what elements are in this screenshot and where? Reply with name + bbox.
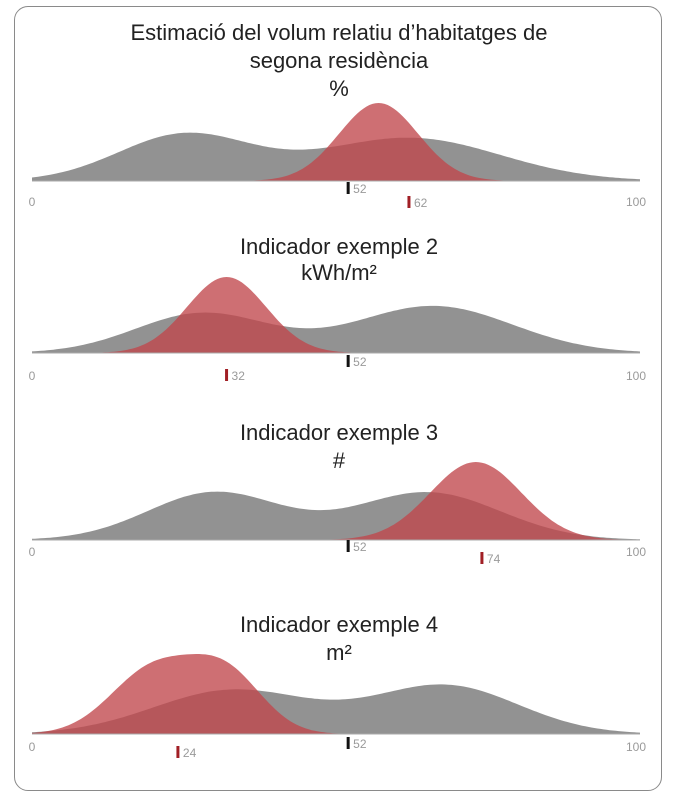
- axis-min-label: 0: [29, 545, 36, 559]
- selected-distribution-area: [32, 103, 640, 181]
- axis-max-label: 100: [626, 195, 646, 209]
- chart-title: Indicador exemple 3: [240, 420, 438, 445]
- axis-max-label: 100: [626, 740, 646, 754]
- reference-distribution-area: [32, 305, 640, 353]
- axis-max-label: 100: [626, 369, 646, 383]
- reference-marker: [346, 540, 350, 552]
- chart-title: segona residència: [250, 48, 429, 73]
- selected-distribution-area: [32, 277, 640, 353]
- selected-marker-label: 24: [183, 746, 197, 760]
- chart-panel-4: Indicador exemple 4 m² 0 100 52 24: [29, 612, 647, 760]
- axis-max-label: 100: [626, 545, 646, 559]
- chart-title: Estimació del volum relatiu d’habitatges…: [130, 20, 547, 45]
- chart-panel-3: Indicador exemple 3 #0 100 52 74: [29, 420, 647, 566]
- selected-marker: [176, 746, 180, 758]
- selected-distribution-area: [32, 462, 640, 540]
- reference-marker-label: 52: [353, 540, 367, 554]
- selected-distribution-area: [32, 654, 640, 734]
- chart-unit: m²: [326, 640, 352, 665]
- axis-min-label: 0: [29, 195, 36, 209]
- reference-marker-label: 52: [353, 355, 367, 369]
- selected-marker-label: 62: [414, 196, 428, 210]
- selected-marker-label: 32: [232, 369, 246, 383]
- reference-marker: [346, 355, 350, 367]
- selected-marker: [480, 552, 484, 564]
- chart-panel-1: Estimació del volum relatiu d’habitatges…: [29, 20, 647, 210]
- reference-marker-label: 52: [353, 737, 367, 751]
- reference-marker: [346, 737, 350, 749]
- chart-unit: kWh/m²: [301, 260, 377, 285]
- chart-unit: #: [333, 448, 346, 473]
- reference-marker: [346, 182, 350, 194]
- selected-marker-label: 74: [487, 552, 501, 566]
- chart-title: Indicador exemple 2: [240, 234, 438, 259]
- selected-marker: [407, 196, 411, 208]
- axis-min-label: 0: [29, 740, 36, 754]
- selected-marker: [225, 369, 229, 381]
- chart-title: Indicador exemple 4: [240, 612, 438, 637]
- chart-unit: %: [329, 76, 349, 101]
- reference-marker-label: 52: [353, 182, 367, 196]
- axis-min-label: 0: [29, 369, 36, 383]
